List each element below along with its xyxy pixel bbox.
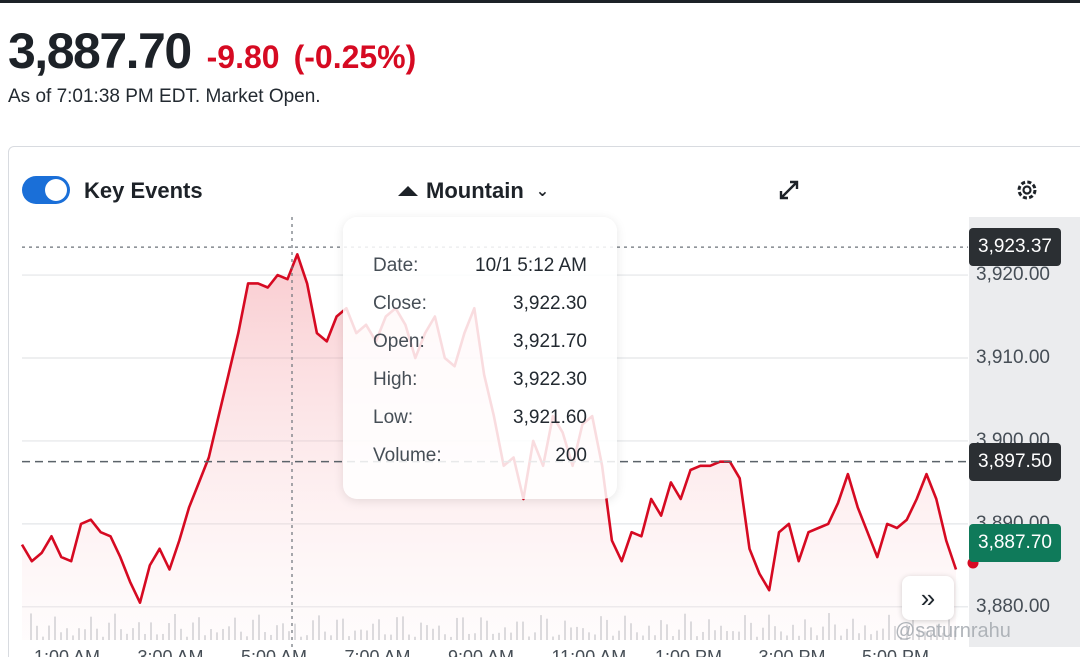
watermark-text: @saturnrahu: [895, 620, 1011, 642]
top-border: [0, 0, 1080, 3]
x-tick-label: 3:00 PM: [758, 647, 826, 657]
x-tick-label: 5:00 AM: [241, 647, 308, 657]
x-tick-label: 5:00 PM: [862, 647, 930, 657]
double-chevron-right-icon[interactable]: »: [902, 576, 954, 620]
chevron-down-icon: ⌄: [535, 183, 550, 200]
tooltip-row-date: Date: 10/1 5:12 AM: [373, 255, 587, 276]
current-price: 3,887.70: [8, 23, 192, 79]
last-price-tag: 3,887.70: [969, 523, 1061, 562]
chart-type-label: Mountain: [426, 178, 524, 203]
key-events-toggle[interactable]: [22, 176, 70, 204]
tooltip-row-close: Close: 3,922.30: [373, 293, 587, 314]
expand-icon[interactable]: [777, 178, 801, 202]
chart-type-dropdown[interactable]: Mountain ⌄: [398, 178, 549, 204]
x-tick-label: 1:00 AM: [34, 647, 101, 657]
key-events-label: Key Events: [84, 178, 203, 203]
y-tick-label: 3,880.00: [976, 595, 1050, 617]
quote-header: 3,887.70 -9.80 (-0.25%): [8, 22, 416, 80]
x-tick-label: 3:00 AM: [137, 647, 204, 657]
tooltip-row-volume: Volume: 200: [373, 445, 587, 466]
y-tick-label: 3,910.00: [976, 347, 1050, 368]
tooltip-row-open: Open: 3,921.70: [373, 331, 587, 352]
x-tick-label: 11:00 AM: [551, 647, 627, 657]
tooltip-row-low: Low: 3,921.60: [373, 407, 587, 428]
y-tick-label: 3,920.00: [976, 264, 1050, 286]
crosshair-value-tag: 3,923.37: [969, 228, 1061, 267]
gear-icon[interactable]: [1015, 178, 1039, 202]
x-tick-label: 7:00 AM: [344, 647, 411, 657]
x-tick-label: 9:00 AM: [448, 647, 515, 657]
toggle-knob: [45, 179, 67, 201]
x-tick-label: 1:00 PM: [655, 647, 723, 657]
price-change: -9.80: [206, 39, 280, 75]
previous-close-tag: 3,897.50: [969, 442, 1061, 481]
as-of-timestamp: As of 7:01:38 PM EDT. Market Open.: [8, 86, 321, 107]
tooltip-row-high: High: 3,922.30: [373, 369, 587, 390]
price-change-percent: (-0.25%): [293, 39, 417, 75]
y-axis-band: [969, 217, 1080, 647]
data-tooltip: Date: 10/1 5:12 AM Close: 3,922.30 Open: 3,…: [343, 217, 617, 499]
mountain-icon: [398, 186, 418, 196]
